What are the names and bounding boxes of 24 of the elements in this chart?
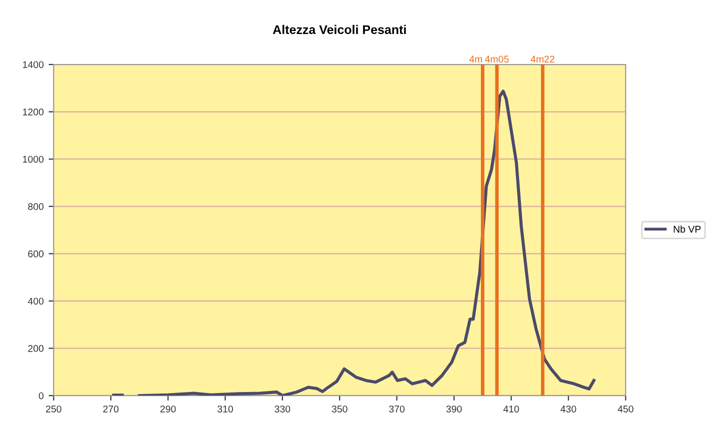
x-tick-label: 290	[160, 406, 176, 412]
chart-title: Altezza Veicoli Pesanti	[272, 24, 406, 34]
ref-line-label: 4m	[469, 56, 482, 62]
y-tick-label: 400	[28, 298, 44, 305]
x-tick-label: 370	[389, 406, 405, 412]
y-tick-label: 1200	[23, 108, 44, 116]
legend-label: Nb VP	[674, 226, 701, 233]
y-tick-label: 1400	[23, 61, 44, 68]
y-tick-label: 0	[38, 392, 44, 400]
y-tick-label: 600	[28, 250, 44, 258]
y-tick-label: 1000	[23, 156, 44, 163]
ref-line-label: 4m05	[484, 56, 509, 63]
y-tick-label: 800	[28, 203, 44, 210]
x-tick-label: 250	[46, 406, 62, 412]
x-tick-label: 270	[103, 406, 119, 412]
x-tick-label: 430	[560, 406, 576, 412]
x-tick-label: 450	[618, 406, 634, 412]
x-tick-label: 390	[446, 406, 462, 412]
x-tick-label: 310	[217, 406, 233, 412]
ref-line-label: 4m22	[530, 56, 554, 62]
x-tick-label: 350	[332, 406, 348, 412]
x-tick-label: 410	[503, 406, 519, 412]
y-tick-label: 200	[28, 345, 44, 352]
x-tick-label: 330	[274, 406, 290, 412]
